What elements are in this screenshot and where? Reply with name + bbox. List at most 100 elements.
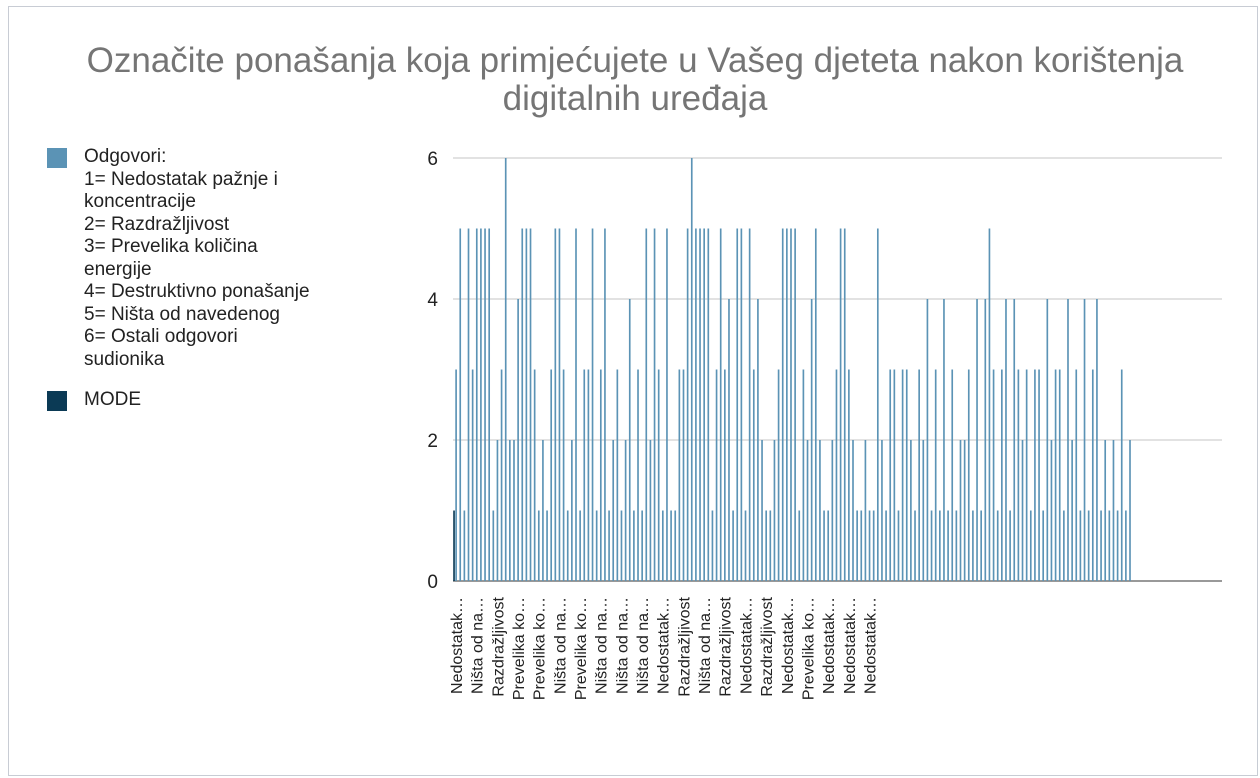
- bar: [996, 510, 999, 581]
- bar: [542, 440, 544, 581]
- bar: [587, 369, 590, 581]
- y-tick-label: 6: [427, 149, 438, 170]
- bar: [1025, 369, 1028, 581]
- bar: [1125, 510, 1127, 581]
- bar: [885, 510, 887, 581]
- bar: [521, 228, 524, 581]
- bar: [1054, 369, 1057, 581]
- x-tick-label: Razdražljivost: [490, 596, 507, 696]
- bar: [554, 228, 557, 581]
- bar: [905, 369, 908, 581]
- bar: [475, 228, 478, 581]
- legend-swatch: [47, 391, 67, 411]
- bar: [1116, 510, 1119, 581]
- bar: [1029, 510, 1032, 581]
- bar: [471, 369, 474, 581]
- bar: [608, 510, 610, 581]
- bar: [1071, 440, 1073, 581]
- bar: [938, 510, 941, 581]
- bar: [703, 228, 705, 581]
- bar: [591, 228, 594, 581]
- bar: [943, 299, 945, 581]
- bar: [513, 440, 515, 581]
- bar: [645, 228, 648, 581]
- bar: [562, 369, 565, 581]
- bar: [558, 228, 561, 581]
- bar: [980, 510, 982, 581]
- bar: [649, 440, 652, 581]
- bar: [951, 369, 954, 581]
- x-tick-label: Razdražljivost: [759, 596, 776, 696]
- bar: [612, 440, 615, 581]
- bar: [1038, 369, 1040, 581]
- bar: [604, 228, 606, 581]
- x-tick-label: Nedostatak…: [656, 597, 673, 694]
- bar: [1120, 369, 1123, 581]
- bar: [777, 369, 780, 581]
- bar: [773, 440, 776, 581]
- bar: [810, 299, 813, 581]
- bar: [843, 228, 846, 581]
- bar: [488, 228, 491, 581]
- bar: [769, 510, 772, 581]
- bar: [1079, 510, 1082, 581]
- x-tick-label: Prevelika ko…: [573, 597, 590, 700]
- bar: [856, 510, 858, 581]
- x-tick-label: Nedostatak…: [780, 597, 797, 694]
- bar: [972, 510, 974, 581]
- bar: [616, 369, 619, 581]
- bar: [761, 440, 763, 581]
- bar: [1087, 510, 1090, 581]
- bar: [864, 440, 867, 581]
- bar: [715, 369, 718, 581]
- legend-swatch: [47, 148, 67, 168]
- bar: [1129, 440, 1131, 581]
- x-tick-label: Ništa od na…: [594, 597, 611, 694]
- bar: [575, 228, 577, 581]
- bar: [930, 510, 933, 581]
- bar: [781, 228, 784, 581]
- x-tick-label: Prevelika ko…: [511, 597, 528, 700]
- y-tick-label: 4: [427, 290, 438, 311]
- bar: [674, 510, 677, 581]
- bar: [595, 510, 598, 581]
- bar: [827, 510, 830, 581]
- bar: [835, 369, 838, 581]
- x-tick-label: Nedostatak…: [842, 597, 859, 694]
- bar: [959, 440, 962, 581]
- chart-title: Označite ponašanja koja primjećujete u V…: [86, 41, 1184, 118]
- x-tick-label: Ništa od na…: [614, 597, 631, 694]
- bar: [872, 510, 875, 581]
- bar: [765, 510, 768, 581]
- bar: [517, 299, 519, 581]
- bar: [453, 510, 455, 581]
- bar: [670, 510, 672, 581]
- bar: [1063, 510, 1065, 581]
- bar: [724, 369, 726, 581]
- bar: [583, 369, 586, 581]
- bar: [1017, 369, 1020, 581]
- bar: [571, 440, 573, 581]
- bar: [798, 510, 801, 581]
- bar: [1075, 369, 1078, 581]
- bar: [467, 228, 470, 581]
- bar: [848, 369, 850, 581]
- bar: [967, 369, 970, 581]
- bar: [484, 228, 486, 581]
- bar: [711, 510, 714, 581]
- bar: [988, 228, 991, 581]
- bar: [819, 440, 821, 581]
- bar: [947, 510, 949, 581]
- x-tick-label: Ništa od na…: [470, 597, 487, 694]
- bar: [500, 369, 503, 581]
- bar: [984, 299, 987, 581]
- bar: [525, 228, 528, 581]
- bar: [728, 299, 730, 581]
- bar: [893, 369, 896, 581]
- bar: [802, 369, 805, 581]
- bar: [690, 158, 693, 581]
- bar: [839, 228, 842, 581]
- bar: [926, 299, 929, 581]
- bar: [1050, 440, 1053, 581]
